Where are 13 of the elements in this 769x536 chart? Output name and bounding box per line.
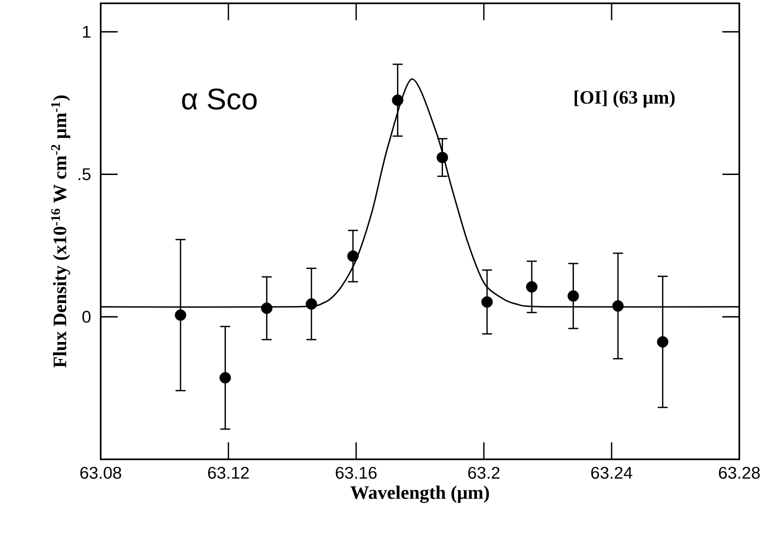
x-axis-title: Wavelength (μm) xyxy=(350,486,489,503)
x-tick-label: 63.28 xyxy=(718,466,760,479)
x-tick-label: 63.12 xyxy=(208,466,249,479)
x-tick-label: 63.2 xyxy=(468,466,500,479)
annotation: α Sco xyxy=(182,88,257,110)
y-axis-title: Flux Density (x10$^{-16}$ W cm$^{-2}$ μm$^{-1}$) xyxy=(51,95,70,368)
x-tick-label: 63.24 xyxy=(591,466,632,479)
x-tick-label: 63.16 xyxy=(336,466,377,479)
y-tick-label: .5 xyxy=(78,168,90,180)
x-tick-label: 63.08 xyxy=(80,466,122,479)
y-tick-label: 1 xyxy=(83,26,90,38)
annotation: [OI] (63 μm) xyxy=(574,90,675,108)
y-tick-label: 0 xyxy=(82,310,91,323)
